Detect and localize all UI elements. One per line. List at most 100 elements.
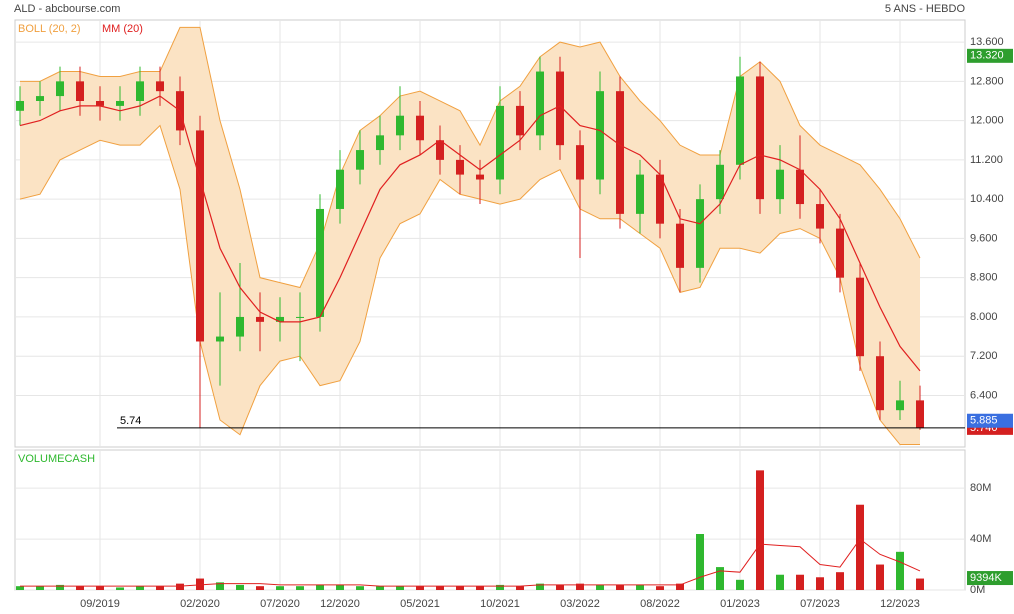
volume-bar	[136, 586, 144, 590]
legend-mm: MM (20)	[102, 23, 143, 35]
volume-bar	[196, 578, 204, 590]
volume-bar	[336, 584, 344, 590]
volume-bar	[636, 584, 644, 590]
candle-body	[796, 169, 804, 205]
volume-bar	[756, 470, 764, 590]
candle-body	[296, 316, 304, 318]
price-tag-label: 5.885	[970, 415, 998, 427]
candle-body	[776, 169, 784, 200]
candle-body	[156, 81, 164, 92]
y-tick-label: 8.000	[970, 311, 998, 323]
volume-bar	[916, 578, 924, 590]
volume-bar	[676, 583, 684, 590]
volume-bar	[896, 551, 904, 590]
volume-bar	[876, 564, 884, 590]
x-tick-label: 05/2021	[400, 598, 440, 610]
y-tick-label: 10.400	[970, 193, 1004, 205]
candle-body	[256, 316, 264, 322]
candle-body	[876, 356, 884, 411]
candle-body	[496, 105, 504, 180]
y-tick-label: 0M	[970, 584, 985, 596]
candle-body	[336, 169, 344, 209]
band-upper	[20, 26, 921, 289]
candle-body	[596, 91, 604, 180]
reference-label: 5.74	[120, 415, 141, 427]
x-tick-label: 08/2022	[640, 598, 680, 610]
y-tick-label: 11.200	[970, 154, 1003, 166]
volume-bar	[116, 587, 124, 590]
volume-bar	[376, 586, 384, 590]
candle-body	[236, 316, 244, 337]
volume-bar	[796, 574, 804, 590]
volume-bar	[216, 582, 224, 590]
volume-bar	[696, 534, 704, 590]
volume-mm-line	[20, 538, 921, 587]
candle-body	[716, 164, 724, 200]
candle-body	[696, 199, 704, 268]
volume-bar	[776, 574, 784, 590]
x-tick-label: 02/2020	[180, 598, 220, 610]
y-tick-label: 8.800	[970, 272, 998, 284]
x-tick-label: 07/2023	[800, 598, 840, 610]
volume-bar	[456, 586, 464, 590]
candle-body	[476, 174, 484, 180]
volume-tag	[967, 571, 1013, 586]
volume-title: VOLUMECASH	[18, 453, 95, 465]
period: 5 ANS - HEBDO	[885, 3, 966, 15]
volume-bar	[716, 567, 724, 590]
candle-body	[736, 76, 744, 165]
candle-body	[276, 316, 284, 322]
volume-bar	[296, 586, 304, 590]
price-tag	[967, 48, 1013, 63]
candle-body	[616, 91, 624, 214]
volume-bar	[76, 586, 84, 590]
band-lower	[19, 124, 920, 446]
candle-body	[316, 208, 324, 317]
candle-body	[576, 145, 584, 180]
candle-body	[896, 400, 904, 411]
volume-bar	[576, 583, 584, 590]
x-tick-label: 09/2019	[80, 598, 120, 610]
candle-body	[516, 105, 524, 136]
candle-body	[456, 159, 464, 175]
candle-body	[396, 115, 404, 136]
y-tick-label: 7.200	[970, 350, 998, 362]
x-tick-label: 12/2023	[880, 598, 920, 610]
volume-bar	[496, 584, 504, 590]
volume-bar	[556, 584, 564, 590]
price-tag-label: 13.320	[970, 50, 1004, 62]
volume-tag-label: 9394K	[970, 572, 1002, 584]
band-fill	[20, 27, 920, 445]
volume-bar	[816, 577, 824, 590]
x-tick-label: 01/2023	[720, 598, 760, 610]
volume-bar	[356, 586, 364, 590]
x-tick-label: 07/2020	[260, 598, 300, 610]
x-tick-label: 03/2022	[560, 598, 600, 610]
volume-bar	[236, 584, 244, 590]
candle-body	[216, 336, 224, 342]
mm-line	[19, 95, 921, 372]
candle-body	[116, 100, 124, 106]
volume-bar	[416, 586, 424, 590]
volume-bar	[656, 586, 664, 590]
volume-bar	[476, 586, 484, 590]
price-frame	[14, 19, 966, 448]
candle-body	[856, 277, 864, 357]
candle-body	[556, 71, 564, 146]
candle-body	[196, 130, 204, 342]
volume-bar	[856, 504, 864, 590]
candle-body	[376, 135, 384, 151]
volume-bar	[276, 586, 284, 590]
candle-body	[136, 81, 144, 101]
volume-bar	[156, 586, 164, 590]
price-tag	[967, 413, 1013, 428]
candle-body	[16, 100, 24, 111]
candle-body	[656, 174, 664, 224]
candle-body	[836, 228, 844, 278]
candle-body	[916, 400, 924, 428]
volume-bar	[836, 572, 844, 590]
y-tick-label: 80M	[970, 482, 991, 494]
candle-body	[816, 204, 824, 229]
legend-boll: BOLL (20, 2)	[18, 23, 81, 35]
